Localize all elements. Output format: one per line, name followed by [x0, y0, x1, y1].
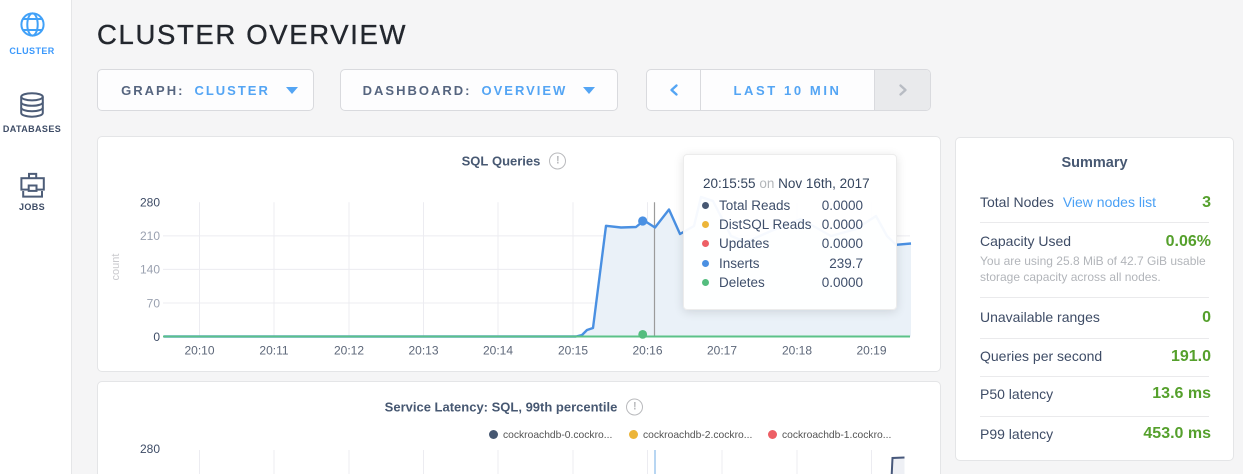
svg-text:20:13: 20:13 — [408, 344, 438, 358]
svg-text:20:14: 20:14 — [483, 344, 513, 358]
svg-text:20:15: 20:15 — [558, 344, 588, 358]
svg-text:20:12: 20:12 — [334, 344, 364, 358]
svg-text:20:16: 20:16 — [632, 344, 662, 358]
svg-text:280: 280 — [140, 442, 160, 456]
svg-text:280: 280 — [140, 196, 160, 210]
svg-text:20:10: 20:10 — [184, 344, 214, 358]
svg-text:count: count — [110, 254, 122, 281]
svg-text:20:19: 20:19 — [856, 344, 886, 358]
svg-text:70: 70 — [147, 296, 161, 310]
svg-text:210: 210 — [140, 229, 160, 243]
svg-text:0: 0 — [153, 330, 160, 344]
svg-text:140: 140 — [140, 263, 160, 277]
svg-text:20:17: 20:17 — [707, 344, 737, 358]
svg-text:20:18: 20:18 — [782, 344, 812, 358]
svg-text:20:11: 20:11 — [259, 344, 288, 358]
